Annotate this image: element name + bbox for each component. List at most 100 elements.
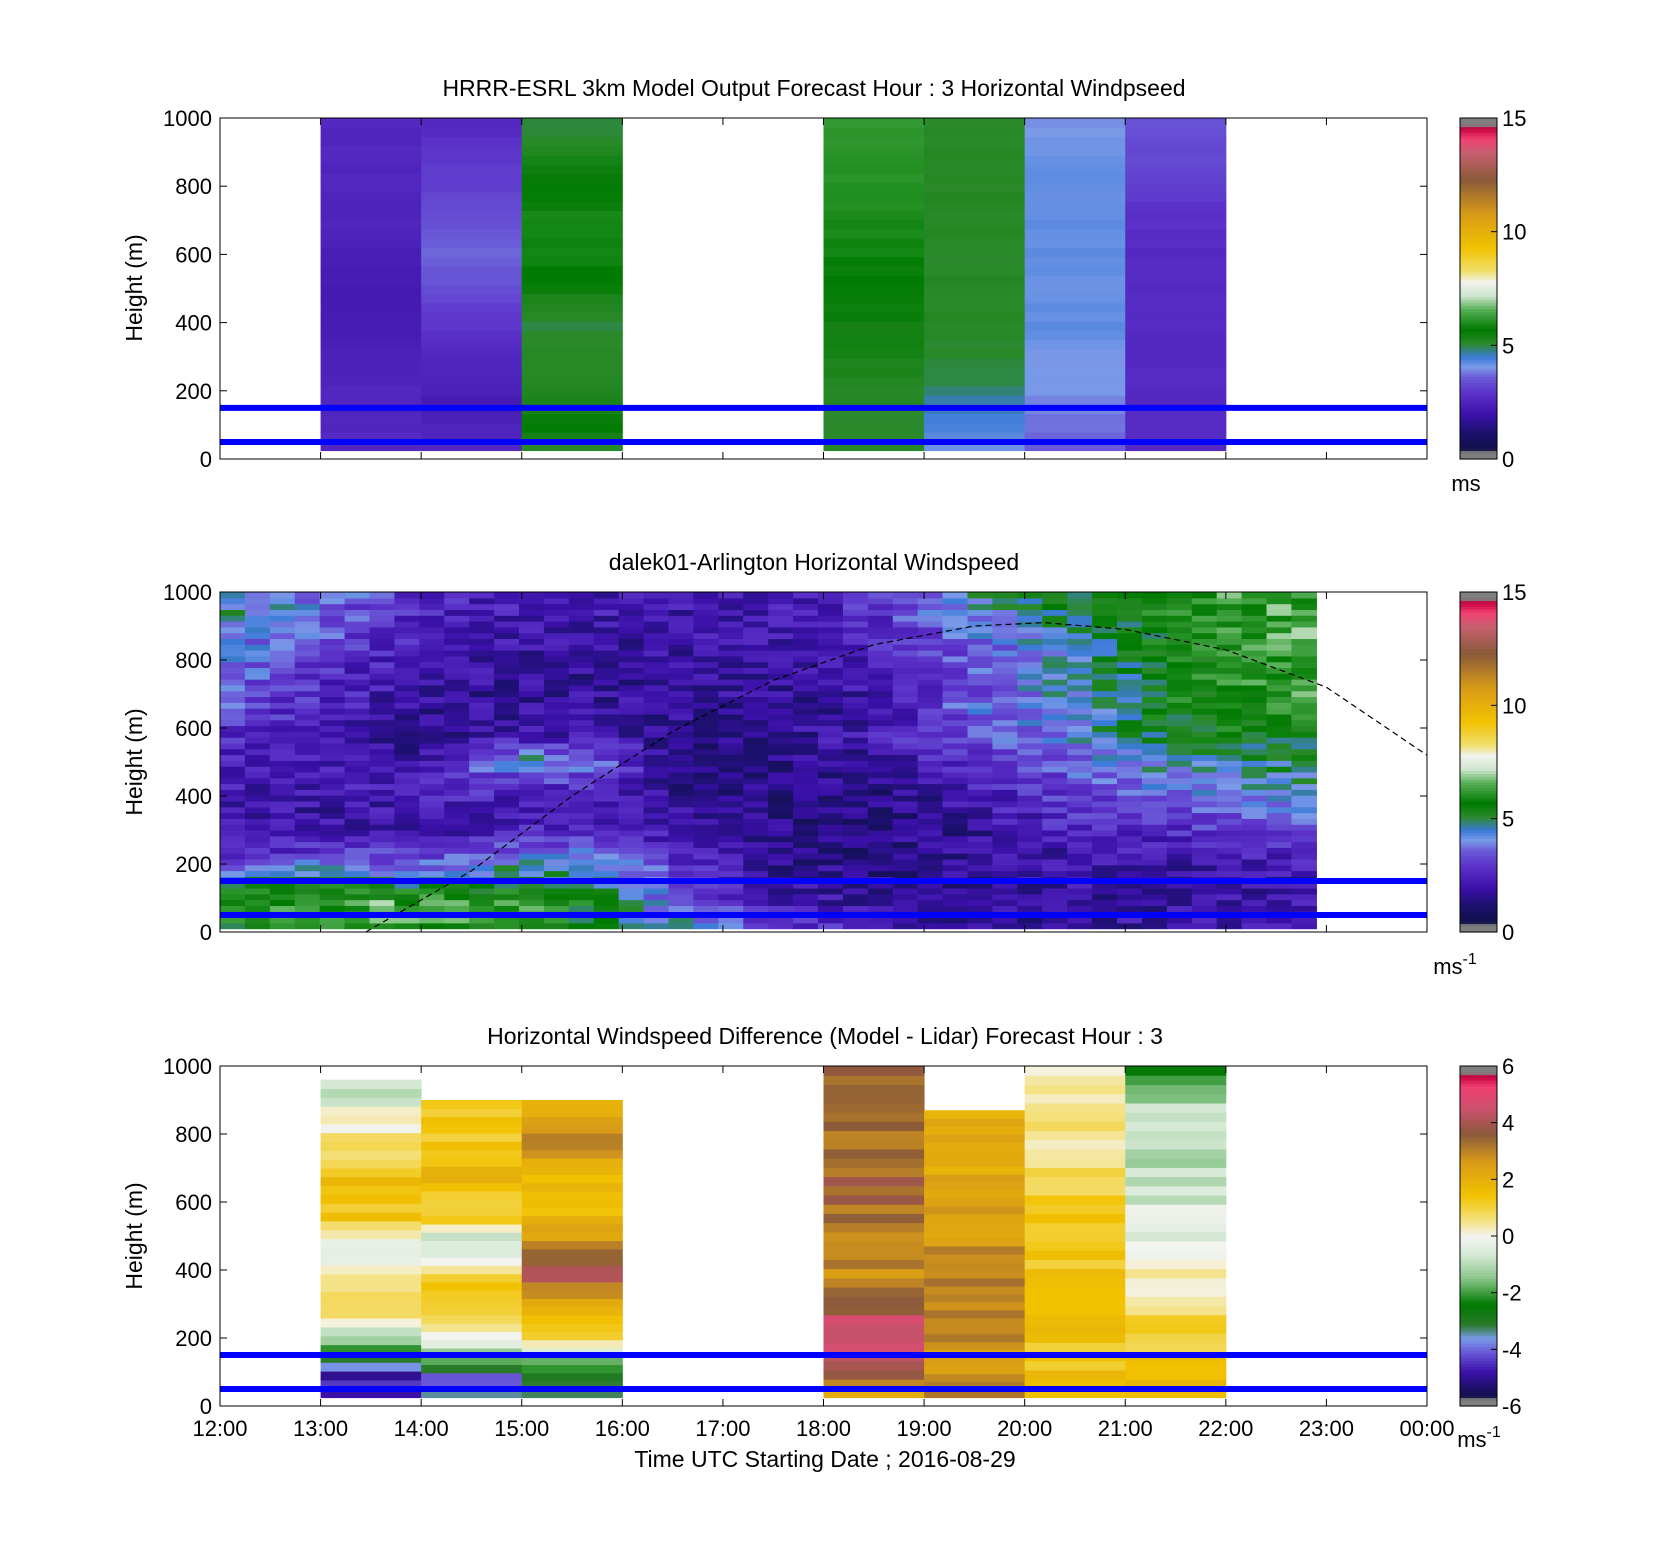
heatmap-cell <box>1141 725 1168 732</box>
heatmap-cell <box>1067 644 1093 651</box>
heatmap-cell <box>967 597 994 605</box>
heatmap-cell <box>823 1176 925 1187</box>
heatmap-cell <box>718 684 744 692</box>
heatmap-cell <box>1042 916 1068 924</box>
heatmap-cell <box>693 858 719 866</box>
heatmap-cell <box>344 696 371 703</box>
heatmap-cell <box>718 626 744 634</box>
heatmap-cell <box>593 783 620 790</box>
heatmap-cell <box>768 615 794 622</box>
heatmap-cell <box>419 679 445 686</box>
heatmap-cell <box>1092 841 1118 848</box>
heatmap-cell <box>892 858 919 866</box>
heatmap-cell <box>320 228 422 239</box>
heatmap-cell <box>519 800 545 808</box>
heatmap-cell <box>1017 841 1043 848</box>
heatmap-cell <box>1092 708 1118 715</box>
colorbar-swatch <box>1460 405 1497 409</box>
heatmap-cell <box>1241 737 1268 744</box>
x-tick-label: 12:00 <box>192 1416 247 1441</box>
heatmap-cell <box>220 696 246 703</box>
x-tick-label: 17:00 <box>695 1416 750 1441</box>
heatmap-cell <box>269 777 296 785</box>
heatmap-cell <box>1266 916 1293 924</box>
colorbar-swatch <box>1460 169 1497 173</box>
heatmap-cell <box>924 1197 1026 1207</box>
heatmap-cell <box>1125 1388 1227 1399</box>
heatmap-cell <box>618 719 645 727</box>
heatmap-cell <box>793 690 819 698</box>
heatmap-cell <box>220 760 246 767</box>
heatmap-cell <box>668 713 695 721</box>
heatmap-cell <box>269 713 296 721</box>
heatmap-cell <box>421 1223 523 1233</box>
heatmap-cell <box>1125 422 1227 433</box>
heatmap-cell <box>892 597 919 605</box>
heatmap-cell <box>469 916 495 924</box>
colorbar-swatch <box>1460 123 1497 128</box>
heatmap-cell <box>643 690 670 698</box>
heatmap-cell <box>743 916 769 924</box>
heatmap-cell <box>818 650 844 657</box>
heatmap-cell <box>419 702 445 709</box>
heatmap-cell <box>1092 783 1118 790</box>
heatmap-cell <box>1241 899 1268 906</box>
colorbar-swatch <box>1460 183 1497 187</box>
heatmap-cell <box>967 754 994 761</box>
heatmap-cell <box>892 795 919 802</box>
heatmap-cell <box>668 789 695 796</box>
heatmap-cell <box>1166 841 1193 848</box>
heatmap-cell <box>394 742 420 750</box>
heatmap-cell <box>568 621 595 628</box>
heatmap-cell <box>394 771 420 779</box>
colorbar-tick-label: 5 <box>1502 807 1514 832</box>
heatmap-cell <box>369 870 396 877</box>
heatmap-cell <box>244 760 271 767</box>
heatmap-cell <box>842 725 869 732</box>
heatmap-cell <box>618 847 645 854</box>
heatmap-cell <box>1266 870 1293 877</box>
heatmap-cell <box>543 667 570 674</box>
heatmap-cell <box>244 673 271 680</box>
heatmap-cell <box>320 1335 422 1346</box>
heatmap-cell <box>1191 760 1218 767</box>
heatmap-cell <box>521 238 623 248</box>
heatmap-cell <box>1024 284 1126 295</box>
colorbar-swatch <box>1460 844 1497 848</box>
heatmap-cell <box>1092 725 1118 732</box>
heatmap-cell <box>1125 1158 1227 1168</box>
heatmap-cell <box>444 806 470 814</box>
heatmap-cell <box>618 731 645 738</box>
heatmap-cell <box>924 228 1026 239</box>
heatmap-cell <box>1141 841 1168 848</box>
heatmap-cell <box>942 609 969 616</box>
heatmap-cell <box>1067 754 1093 761</box>
colorbar-swatch <box>1460 279 1497 284</box>
heatmap-cell <box>244 835 271 843</box>
heatmap-cell <box>768 847 794 854</box>
heatmap-cell <box>867 812 894 819</box>
heatmap-cell <box>521 136 623 147</box>
heatmap-cell <box>220 829 246 837</box>
heatmap-cell <box>220 725 246 732</box>
heatmap-cell <box>1024 1305 1126 1316</box>
heatmap-cell <box>319 760 346 767</box>
heatmap-cell <box>1241 922 1268 930</box>
colorbar-swatch <box>1460 194 1497 199</box>
heatmap-cell <box>718 824 744 831</box>
colorbar-swatch <box>1460 419 1497 423</box>
heatmap-cell <box>394 673 420 680</box>
heatmap-cell <box>842 708 869 715</box>
heatmap-cell <box>793 777 819 785</box>
colorbar-swatch <box>1460 1377 1497 1382</box>
colorbar-swatch <box>1460 143 1497 148</box>
heatmap-cell <box>892 742 919 750</box>
heatmap-cell <box>892 841 919 848</box>
heatmap-cell <box>823 127 925 138</box>
heatmap-cell <box>1191 795 1218 802</box>
heatmap-cell <box>444 626 470 634</box>
heatmap-cell <box>1042 812 1068 819</box>
heatmap-cell <box>543 771 570 779</box>
heatmap-cell <box>992 783 1018 790</box>
heatmap-cell <box>244 638 271 645</box>
